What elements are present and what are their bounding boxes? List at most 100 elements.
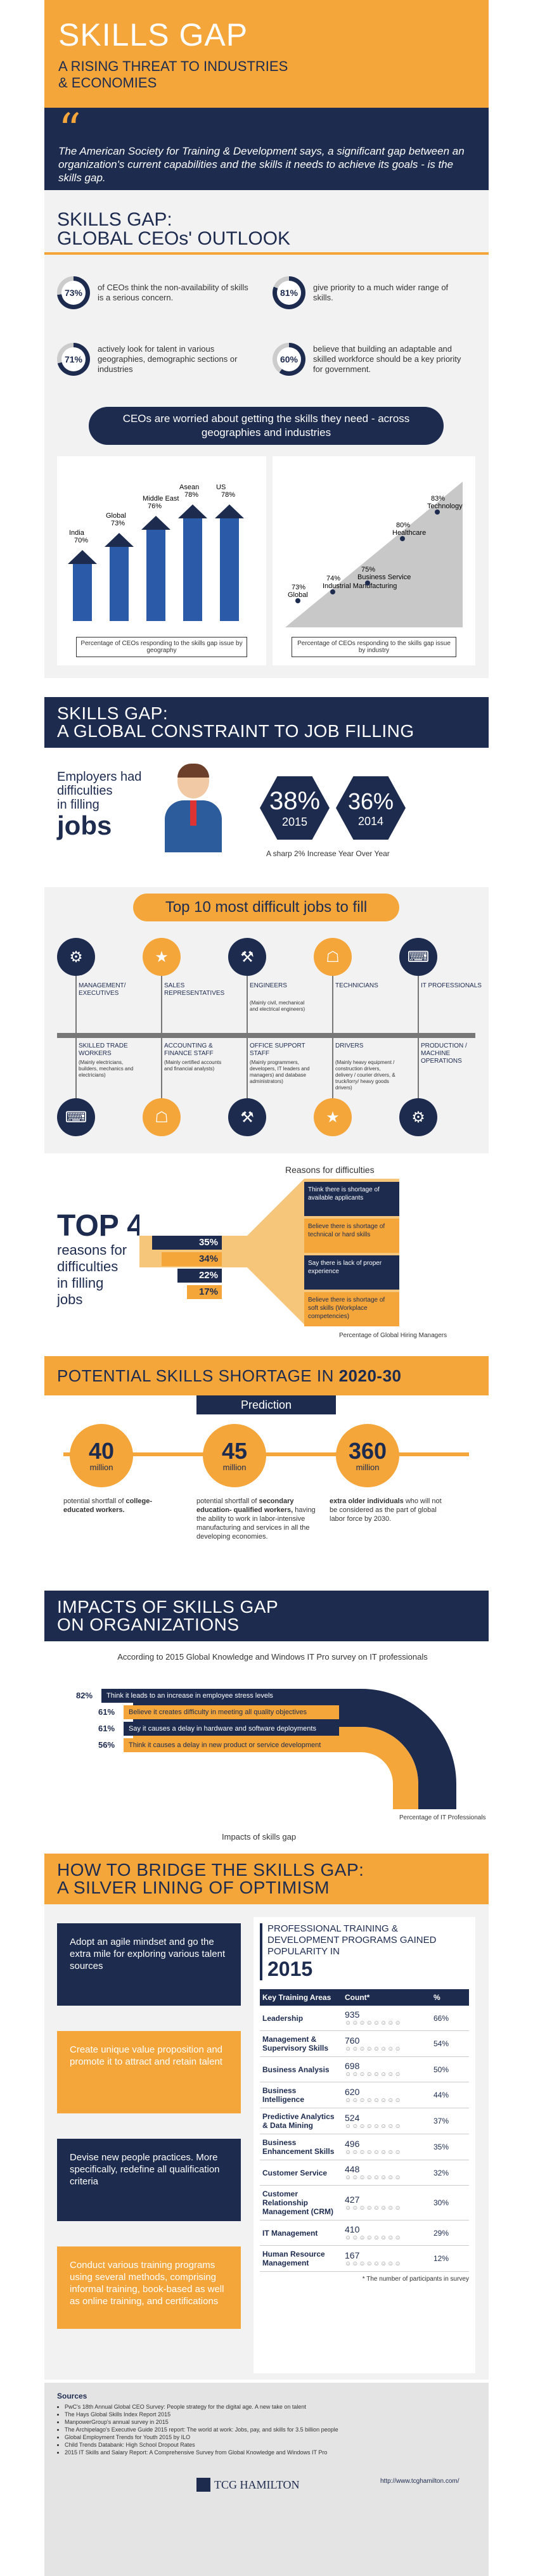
industry-label: Business Service: [357, 574, 411, 581]
donut-chart: 71%: [57, 343, 90, 376]
people-icon: ☺☺☺☺☺☺☺☺: [345, 2071, 402, 2078]
table-cell: 448 ☺☺☺☺☺☺☺☺: [342, 2160, 431, 2186]
website-link[interactable]: http://www.tcghamilton.com/: [380, 2478, 459, 2485]
job-label: SKILLED TRADE WORKERS: [79, 1042, 128, 1057]
impact-bar: Think it leads to an increase in employe…: [101, 1689, 342, 1703]
job-connector: [332, 976, 333, 1033]
count-value: 427: [345, 2194, 360, 2205]
table-title: PROFESSIONAL TRAINING & DEVELOPMENT PROG…: [260, 1923, 469, 1980]
stat-text: believe that building an adaptable and s…: [313, 344, 461, 374]
job-icon: ★: [143, 938, 181, 976]
count-value: 410: [345, 2224, 360, 2234]
table-cell: 620 ☺☺☺☺☺☺☺☺: [342, 2082, 431, 2108]
col-header: %: [431, 1989, 469, 2006]
geo-bar-arrow: [68, 550, 97, 564]
table-cell: 167 ☺☺☺☺☺☺☺☺: [342, 2245, 431, 2272]
industry-label: Industrial Manufacturing: [323, 582, 397, 590]
reason-text: Believe there is shortage of technical o…: [304, 1219, 399, 1253]
people-icon: ☺☺☺☺☺☺☺☺: [345, 2020, 402, 2027]
prediction-number: 360: [348, 1437, 387, 1464]
stat-text: give priority to a much wider range of s…: [313, 283, 449, 302]
prediction-text: potential shortfall of college- educated…: [63, 1497, 184, 1515]
impact-pct: 61%: [98, 1724, 115, 1733]
table-row: IT Management 410 ☺☺☺☺☺☺☺☺ 29%: [260, 2220, 469, 2246]
filling-jobs-block: Employers had difficulties in filling jobs…: [44, 751, 489, 878]
geo-bar-category: US: [216, 484, 226, 491]
table-row: Business Intelligence 620 ☺☺☺☺☺☺☺☺ 44%: [260, 2082, 469, 2108]
geo-bar-label: 70%: [74, 537, 88, 544]
industry-chart: 73% Global 74% Industrial Manufacturing 75% B…: [273, 456, 475, 665]
table-cell: 66%: [431, 2006, 469, 2031]
job-icon: ☖: [143, 1098, 181, 1136]
reason-text: Say there is lack of proper experience: [304, 1255, 399, 1290]
reason-text: Think there is shortage of available app…: [304, 1182, 399, 1216]
top4-section: TOP 4 reasons for difficulties in fillin…: [44, 1153, 489, 1350]
job-connector: [247, 976, 248, 1033]
reason-bar: 17%: [187, 1285, 222, 1299]
job-icon: ⌨: [399, 938, 437, 976]
table-cell: Business Analysis: [260, 2056, 342, 2082]
reason-text: Believe there is shortage of soft skills…: [304, 1292, 399, 1326]
quote-icon: “: [58, 104, 81, 156]
prediction-unit: million: [222, 1462, 247, 1472]
people-icon: ☺☺☺☺☺☺☺☺: [345, 2204, 402, 2212]
job-label: ACCOUNTING & FINANCE STAFF: [164, 1042, 214, 1057]
job-label: MANAGEMENT/ EXECUTIVES: [79, 982, 126, 997]
businessman-icon: [152, 764, 247, 852]
training-table-panel: PROFESSIONAL TRAINING & DEVELOPMENT PROG…: [254, 1917, 475, 2373]
count-value: 698: [345, 2061, 360, 2071]
table-row: Business Enhancement Skills 496 ☺☺☺☺☺☺☺☺ 35…: [260, 2134, 469, 2160]
job-icon: ⚒: [228, 938, 266, 976]
geo-bar: [110, 547, 129, 621]
job-connector: [161, 1038, 162, 1098]
people-icon: ☺☺☺☺☺☺☺☺: [345, 2148, 402, 2156]
prediction-text: potential shortfall of secondary educati…: [196, 1497, 317, 1541]
sources-title: Sources: [57, 2392, 87, 2400]
job-note: (Mainly civil, mechanical and electrical…: [250, 1000, 305, 1012]
geo-bar: [220, 518, 239, 621]
stat-item: 71% actively look for talent in various …: [57, 331, 260, 388]
table-row: Leadership 935 ☺☺☺☺☺☺☺☺ 66%: [260, 2006, 469, 2031]
impact-pct: 82%: [76, 1691, 93, 1700]
stat-item: 81% give priority to a much wider range …: [273, 267, 475, 318]
table-cell: 44%: [431, 2082, 469, 2108]
sources-block: Sources PwC's 18th Annual Global CEO Sur…: [44, 2383, 489, 2576]
count-value: 167: [345, 2250, 360, 2260]
impact-bar: Think it causes a delay in new product o…: [124, 1738, 339, 1752]
count-value: 524: [345, 2112, 360, 2123]
header: SKILLS GAP A RISING THREAT TO INDUSTRIES…: [44, 0, 489, 190]
table-row: Business Analysis 698 ☺☺☺☺☺☺☺☺ 50%: [260, 2056, 469, 2082]
count-value: 620: [345, 2086, 360, 2097]
source-item: ManpowerGroup's annual survey in 2015: [65, 2418, 470, 2426]
prediction-line: [63, 1452, 469, 1456]
sources-list: PwC's 18th Annual Global CEO Survey: Peo…: [65, 2403, 470, 2456]
reason-bar: 35%: [152, 1236, 222, 1250]
ceo-stats-grid: 73% of CEOs think the non-availability o…: [57, 267, 475, 407]
table-cell: 698 ☺☺☺☺☺☺☺☺: [342, 2056, 431, 2082]
table-row: Customer Service 448 ☺☺☺☺☺☺☺☺ 32%: [260, 2160, 469, 2186]
geo-bar-category: Global: [106, 512, 126, 520]
table-cell: Customer Relationship Management (CRM): [260, 2185, 342, 2220]
prediction-text-b: secondary education- qualified workers,: [196, 1497, 294, 1514]
industry-label: Technology: [427, 503, 463, 510]
job-icon: ★: [314, 1098, 352, 1136]
job-note: (Mainly programmers, developers, IT lead…: [250, 1060, 310, 1084]
impact-bar: Say it causes a delay in hardware and so…: [124, 1722, 339, 1736]
source-item: PwC's 18th Annual Global CEO Survey: Peo…: [65, 2403, 470, 2411]
prediction-block: Prediction 40 million potential shortfall …: [44, 1395, 489, 1586]
source-item: The Hays Global Skills Index Report 2015: [65, 2411, 470, 2418]
geo-caption: Percentage of CEOs responding to the ski…: [76, 637, 247, 657]
geo-bar-arrow: [141, 516, 170, 530]
count-value: 760: [345, 2035, 360, 2046]
reason-bar: 34%: [162, 1252, 222, 1266]
page-subtitle: A RISING THREAT TO INDUSTRIES & ECONOMIES: [58, 58, 288, 91]
stat-text: actively look for talent in various geog…: [98, 344, 238, 374]
industry-value: 83%: [431, 495, 445, 503]
stat-item: 73% of CEOs think the non-availability o…: [57, 267, 260, 318]
prediction-circle: 45 million: [203, 1424, 266, 1487]
count-value: 448: [345, 2164, 360, 2174]
job-connector: [247, 1038, 248, 1098]
source-item: The Archipelago's Executive Guide 2015 r…: [65, 2426, 470, 2433]
impacts-header: IMPACTS OF SKILLS GAP ON ORGANIZATIONS: [44, 1591, 489, 1641]
ceo-outlook-section: SKILLS GAP: GLOBAL CEOs' OUTLOOK 73% of C…: [44, 190, 489, 678]
